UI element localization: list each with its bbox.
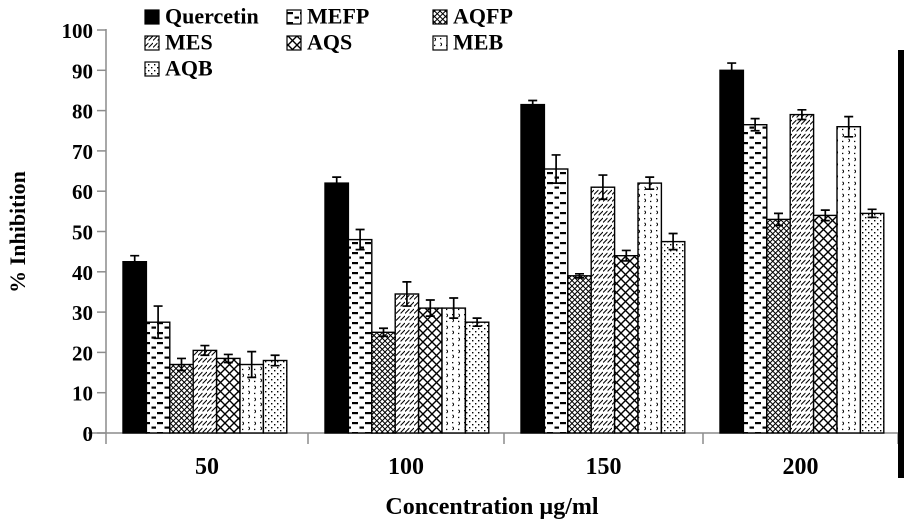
error-bar-aqs-50 (223, 353, 233, 364)
error-bar-aqb-100 (472, 317, 482, 328)
error-bar-quercetin-100 (332, 176, 342, 191)
error-bar-aqfp-100 (379, 327, 388, 338)
error-bar-quercetin-150 (528, 99, 538, 110)
category-labels: 50 100 150 200 (195, 454, 819, 480)
bar-mes-50 (192, 349, 218, 434)
error-bar-aqs-150 (621, 249, 631, 262)
bar-quercetin-200 (719, 69, 745, 434)
bar-aqfp-150 (567, 275, 592, 434)
legend-swatch-solid (144, 9, 160, 25)
error-bar-aqs-100 (425, 299, 435, 317)
error-bar-aqfp-200 (774, 212, 783, 227)
bar-mes-200 (789, 113, 815, 434)
bar-mes-100 (394, 293, 420, 434)
legend-item-aqfp: AQFP (432, 4, 513, 29)
y-tick-label: 30 (72, 301, 93, 325)
bar-aqfp-200 (766, 218, 791, 434)
error-bar-mes-50 (200, 344, 210, 357)
error-bar-aqs-200 (820, 209, 830, 222)
bar-mefp-200 (742, 123, 768, 434)
bar-quercetin-150 (520, 103, 546, 434)
y-tick-label: 90 (72, 59, 93, 83)
bar-meb-100 (441, 307, 467, 434)
bars (122, 62, 885, 434)
legend-swatch-fine-dots (144, 61, 160, 77)
legend-item-aqb: AQB (144, 56, 213, 81)
legend-item-mes: MES (144, 30, 213, 55)
error-bar-meb-50 (247, 350, 257, 379)
bar-aqs-150 (613, 254, 639, 434)
x-tick-label: 50 (195, 454, 219, 480)
bar-aqb-200 (859, 212, 885, 434)
x-tick-label: 200 (783, 454, 819, 480)
bar-mefp-150 (543, 168, 569, 434)
figure-edge-artifact (898, 50, 904, 478)
error-bar-mefp-150 (551, 154, 561, 184)
legend-swatch-diagonal-lines (144, 35, 160, 51)
y-tick-label: 10 (72, 382, 93, 406)
legend-label: AQFP (453, 4, 513, 29)
x-tick-label: 150 (586, 454, 622, 480)
legend-item-mefp: MEFP (286, 4, 369, 29)
legend-label: Quercetin (165, 4, 259, 29)
y-tick-label: 80 (72, 100, 93, 124)
legend-swatch-speckles (432, 35, 448, 51)
bar-meb-150 (637, 182, 663, 434)
bar-mefp-100 (347, 238, 373, 434)
y-tick-label: 40 (72, 261, 93, 285)
bar-aqb-100 (464, 321, 490, 434)
error-bar-quercetin-50 (130, 254, 140, 269)
error-bar-aqfp-150 (575, 272, 584, 279)
error-bar-mes-100 (402, 281, 412, 307)
error-bar-aqb-50 (270, 354, 280, 367)
y-tick-label: 50 (72, 221, 93, 245)
legend-item-meb: MEB (432, 30, 503, 55)
bar-aqs-100 (417, 307, 443, 434)
legend-swatch-dashes (286, 9, 302, 25)
legend-label: MEFP (307, 4, 369, 29)
bar-quercetin-100 (324, 182, 350, 434)
y-tick-label: 70 (72, 140, 93, 164)
error-bar-meb-200 (844, 115, 854, 138)
y-axis-title: % Inhibition (5, 171, 30, 293)
y-tick-label: 60 (72, 180, 93, 204)
error-bar-meb-100 (449, 297, 459, 319)
y-tick-label: 20 (72, 341, 93, 365)
legend-label: AQB (165, 56, 213, 81)
error-bar-aqb-150 (668, 232, 678, 251)
axis-ticks: 0 10 20 30 40 50 60 70 80 90 100 (62, 19, 899, 446)
error-bar-aqfp-50 (177, 357, 186, 372)
bar-mes-150 (590, 186, 616, 434)
bar-aqs-200 (812, 214, 838, 434)
legend-item-quercetin: Quercetin (144, 4, 259, 29)
legend-label: AQS (307, 30, 352, 55)
bar-meb-200 (836, 125, 862, 434)
x-tick-label: 100 (388, 454, 424, 480)
legend-item-aqs: AQS (286, 30, 352, 55)
legend-swatch-wide-crosshatch (286, 35, 302, 51)
legend-label: MES (165, 30, 213, 55)
error-bar-aqb-200 (867, 208, 877, 219)
bar-aqs-50 (215, 357, 241, 434)
bar-quercetin-50 (122, 261, 148, 434)
y-tick-label: 0 (83, 422, 94, 446)
bar-aqb-50 (262, 359, 288, 434)
error-bar-quercetin-200 (727, 62, 737, 79)
x-axis-title: Concentration µg/ml (385, 494, 598, 520)
bar-aqb-150 (660, 240, 686, 434)
error-bar-mefp-100 (355, 228, 365, 251)
legend: Quercetin MEFP AQFP MES AQS MEB AQB (144, 4, 513, 81)
error-bar-mefp-50 (153, 305, 163, 340)
bar-aqfp-100 (371, 331, 396, 434)
error-bar-meb-150 (645, 176, 655, 191)
legend-swatch-fine-crosshatch (432, 9, 448, 25)
error-bar-mes-150 (598, 174, 608, 201)
legend-label: MEB (453, 30, 503, 55)
bar-aqfp-50 (169, 363, 194, 434)
error-bar-mes-200 (797, 108, 807, 121)
error-bar-mefp-200 (750, 117, 760, 132)
y-tick-label: 100 (62, 19, 94, 43)
